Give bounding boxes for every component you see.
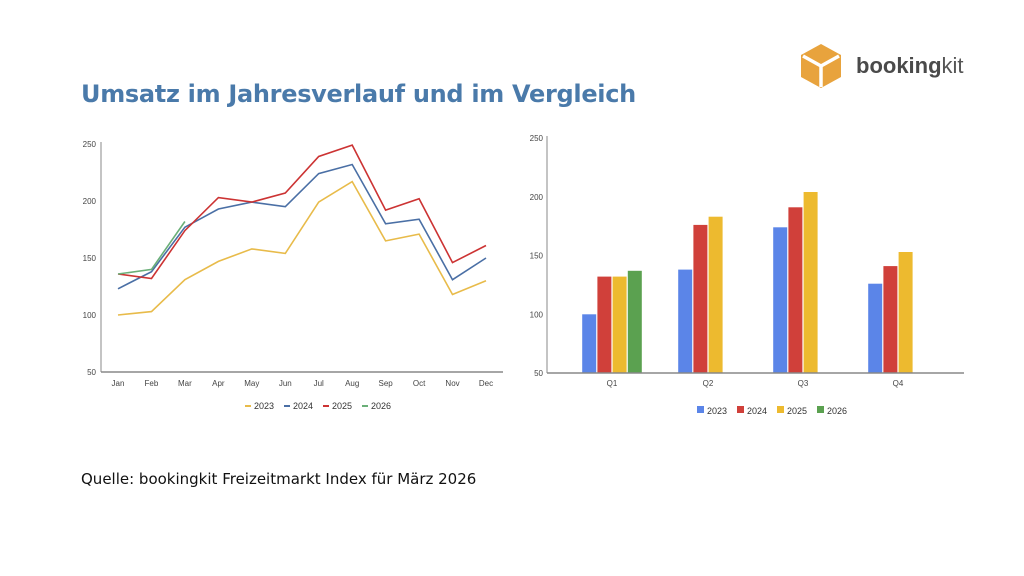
x-tick-label: Dec (479, 379, 493, 388)
brand-name-light: kit (941, 53, 964, 78)
x-tick-label: Q2 (703, 379, 714, 388)
y-tick-label: 100 (530, 310, 544, 319)
bar-Q1-2026 (627, 270, 642, 373)
y-tick-label: 50 (534, 369, 543, 378)
legend-swatch-2026 (817, 406, 824, 413)
legend-label-2026: 2026 (827, 406, 847, 416)
x-tick-label: Q3 (798, 379, 809, 388)
x-tick-label: Oct (413, 379, 426, 388)
bar-Q4-2023 (868, 283, 883, 373)
y-tick-label: 200 (83, 197, 97, 206)
legend-label-2025: 2025 (332, 401, 352, 411)
y-tick-label: 150 (83, 254, 97, 263)
page-title: Umsatz im Jahresverlauf und im Vergleich (81, 80, 636, 108)
bar-Q4-2025 (898, 252, 913, 373)
bar-Q2-2025 (708, 216, 723, 373)
source-note: Quelle: bookingkit Freizeitmarkt Index f… (81, 470, 477, 488)
legend-label-2024: 2024 (747, 406, 767, 416)
bar-Q1-2024 (597, 276, 612, 373)
legend-label-2024: 2024 (293, 401, 313, 411)
x-tick-label: Jul (314, 379, 324, 388)
legend-swatch-2023 (697, 406, 704, 413)
legend-label-2023: 2023 (254, 401, 274, 411)
series-line-2024 (117, 163, 487, 290)
y-tick-label: 200 (530, 193, 544, 202)
brand-name: bookingkit (856, 53, 964, 79)
x-tick-label: May (244, 379, 259, 388)
brand-logo: bookingkit (800, 42, 964, 90)
legend-label-2026: 2026 (371, 401, 391, 411)
x-tick-label: Mar (178, 379, 192, 388)
x-tick-label: Sep (379, 379, 394, 388)
bar-Q2-2023 (678, 269, 693, 373)
orange-cube-icon (801, 44, 841, 88)
y-tick-label: 50 (87, 368, 96, 377)
legend-swatch-2025 (777, 406, 784, 413)
y-tick-label: 100 (83, 311, 97, 320)
bar-Q4-2024 (883, 266, 898, 373)
bar-Q1-2025 (612, 276, 627, 373)
bar-Q3-2024 (788, 207, 803, 373)
x-tick-label: Feb (145, 379, 159, 388)
x-tick-label: Nov (445, 379, 459, 388)
bar-Q1-2023 (582, 314, 597, 374)
x-tick-label: Q4 (893, 379, 904, 388)
bar-Q2-2024 (693, 224, 708, 373)
bar-Q3-2023 (773, 227, 788, 373)
y-tick-label: 150 (530, 252, 544, 261)
x-tick-label: Jan (112, 379, 125, 388)
legend-label-2023: 2023 (707, 406, 727, 416)
x-tick-label: Apr (212, 379, 225, 388)
brand-name-bold: booking (856, 53, 942, 78)
y-tick-label: 250 (530, 134, 544, 143)
x-tick-label: Jun (279, 379, 292, 388)
x-tick-label: Aug (345, 379, 359, 388)
series-line-2026 (117, 221, 186, 275)
series-line-2023 (117, 180, 487, 316)
x-tick-label: Q1 (607, 379, 618, 388)
series-line-2025 (117, 144, 487, 280)
legend-label-2025: 2025 (787, 406, 807, 416)
y-tick-label: 250 (83, 140, 97, 149)
bar-Q3-2025 (803, 192, 818, 373)
legend-swatch-2024 (737, 406, 744, 413)
